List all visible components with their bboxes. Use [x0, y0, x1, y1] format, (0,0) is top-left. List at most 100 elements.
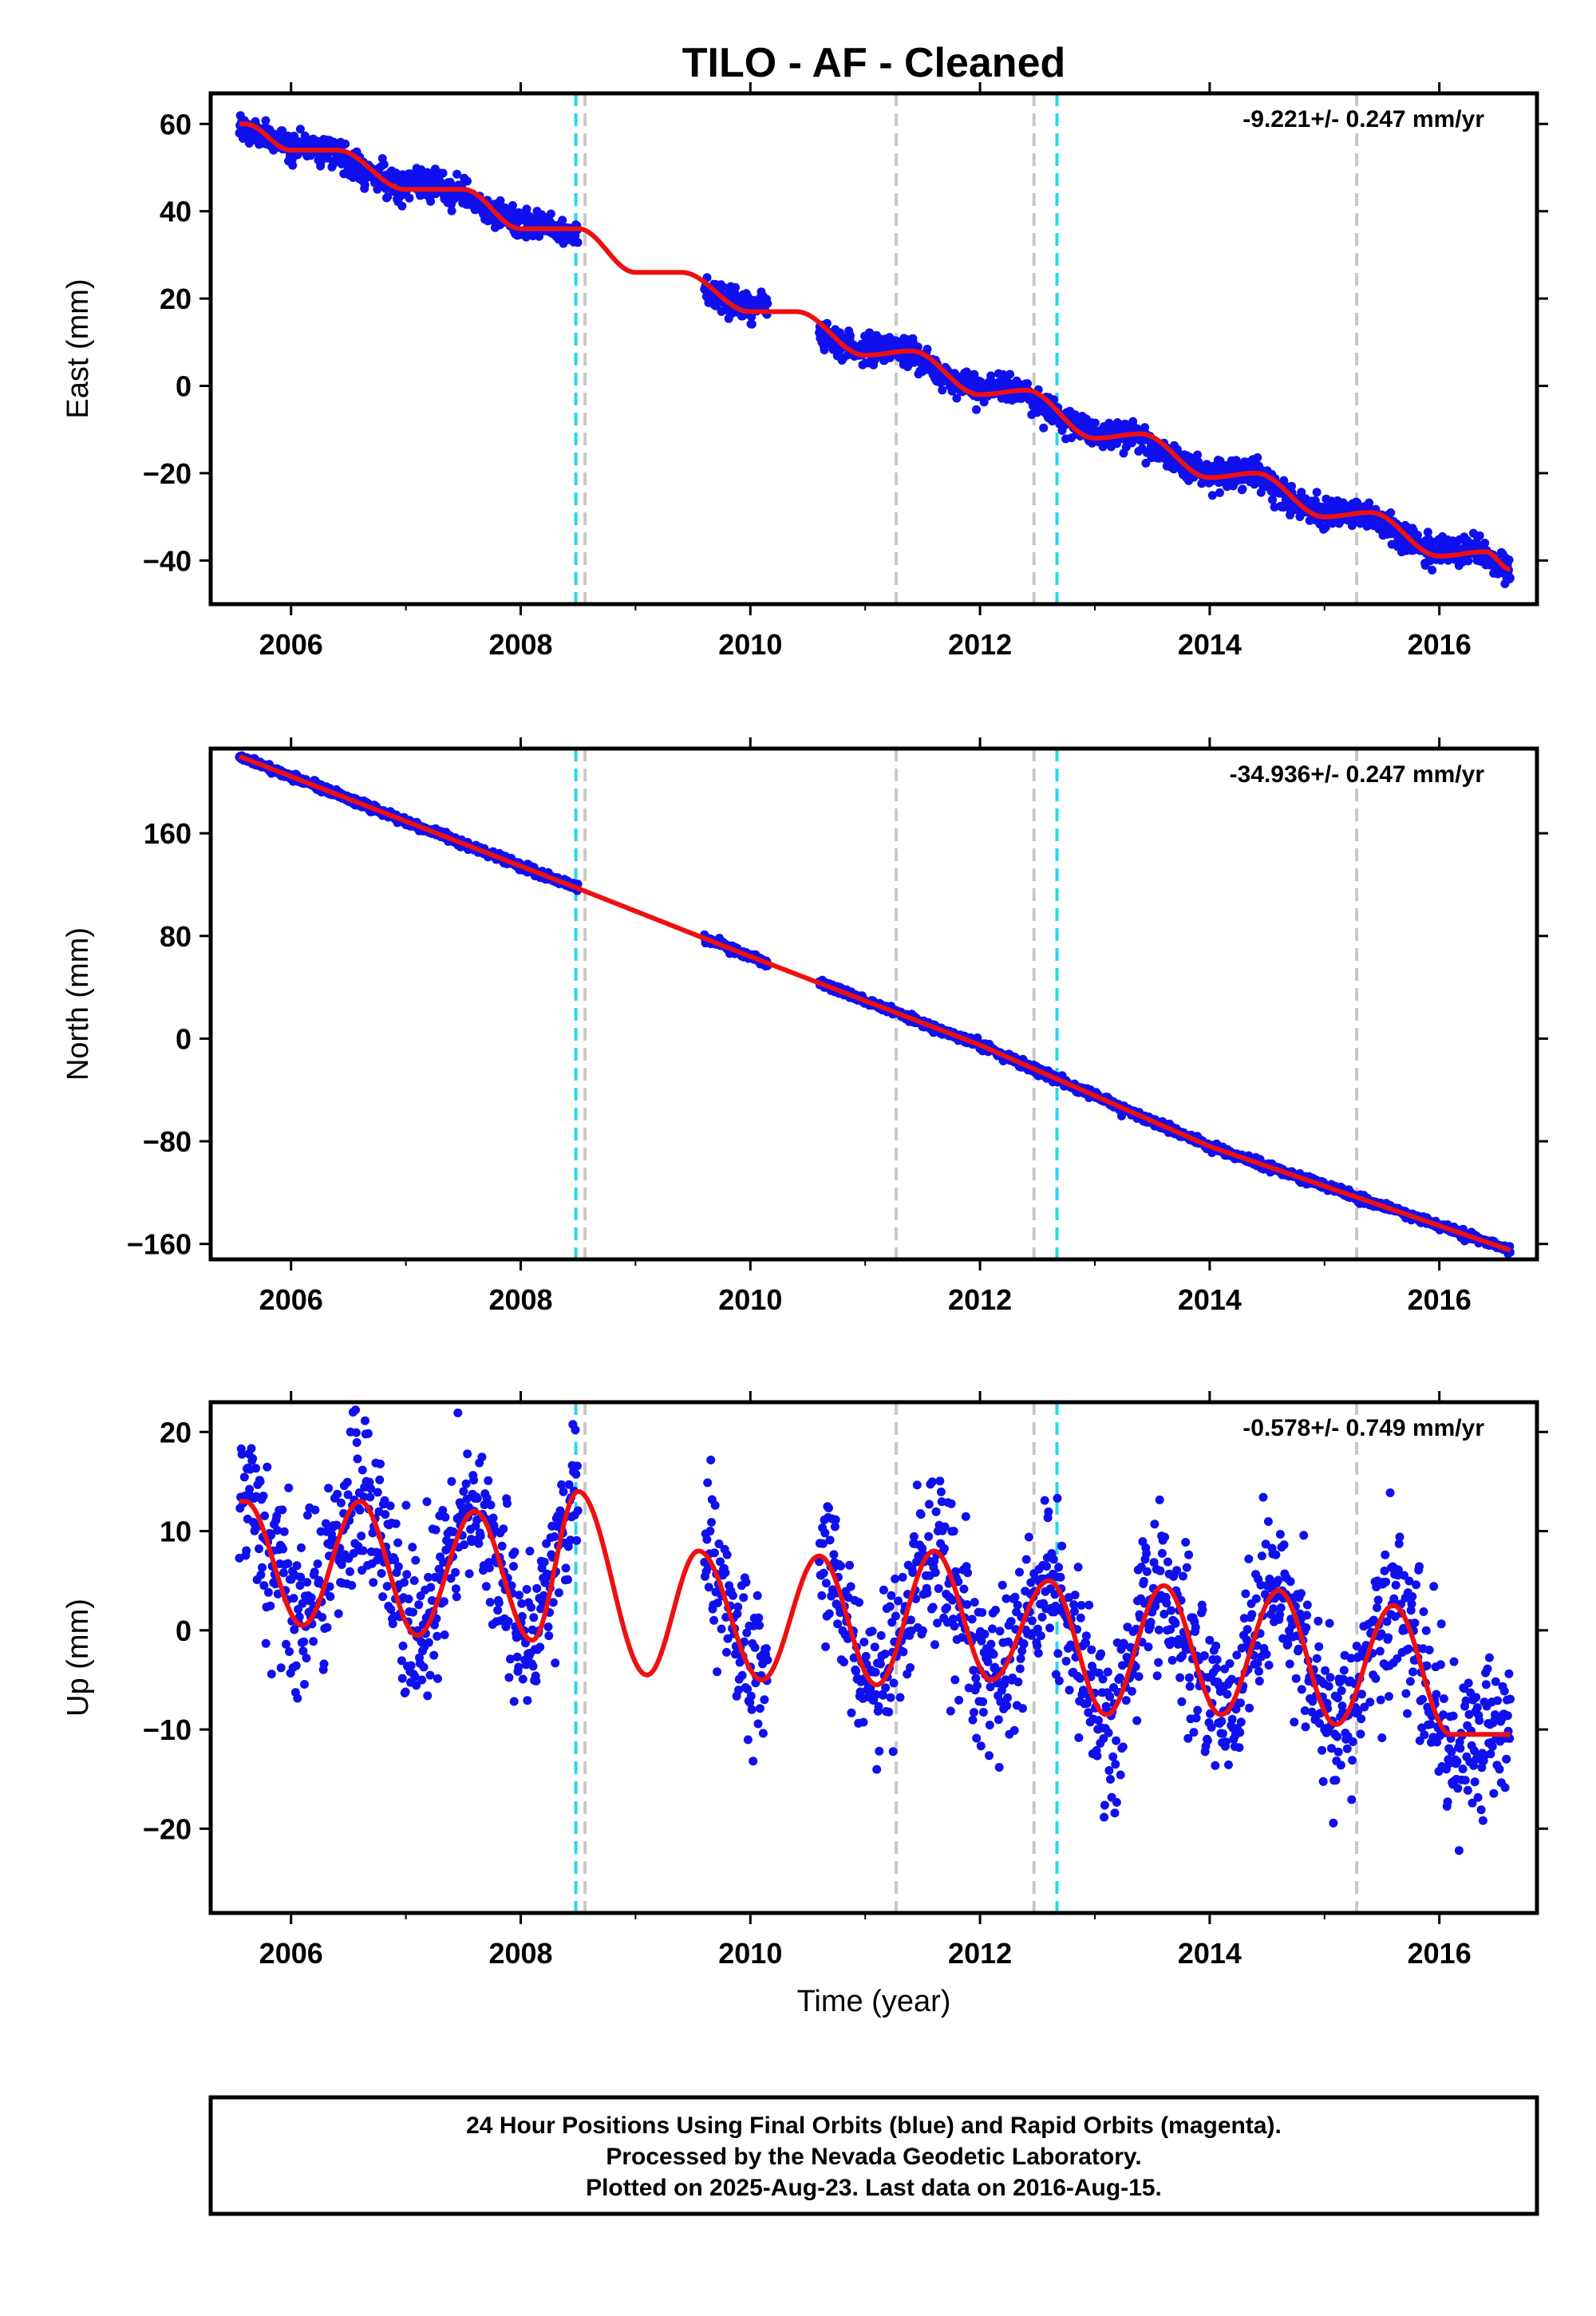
data-point [326, 1592, 335, 1601]
data-point [388, 1619, 397, 1629]
x-tick-label: 2008 [488, 1283, 552, 1316]
data-point [1464, 556, 1473, 566]
data-point [750, 1643, 760, 1652]
data-point [753, 1591, 762, 1600]
data-point [310, 1567, 319, 1577]
data-point [522, 1585, 531, 1594]
data-point [504, 1617, 513, 1626]
data-point [531, 1676, 541, 1686]
data-point [401, 1687, 410, 1697]
data-point [522, 204, 531, 214]
figure-title: TILO - AF - Cleaned [682, 40, 1066, 86]
data-point [722, 1647, 731, 1657]
data-point [283, 1559, 293, 1568]
data-point [258, 1563, 267, 1572]
data-point [515, 1591, 524, 1600]
data-point [503, 1499, 512, 1508]
data-point [1312, 488, 1321, 497]
data-point [509, 1562, 518, 1571]
data-point [741, 1578, 751, 1587]
data-point [238, 1388, 247, 1397]
data-point [417, 1675, 427, 1685]
data-point [299, 1637, 309, 1646]
data-point [743, 1735, 753, 1745]
data-point [279, 1544, 288, 1554]
data-point [393, 1538, 403, 1547]
x-tick-label: 2006 [259, 1283, 323, 1316]
data-point [414, 1600, 424, 1610]
data-point [285, 1647, 294, 1656]
model-group-east [237, 121, 1512, 572]
data-point [544, 1631, 554, 1641]
data-point [409, 1576, 419, 1585]
data-point [1321, 523, 1330, 532]
data-point [318, 1613, 327, 1622]
data-point [707, 1518, 716, 1527]
data-point [481, 1582, 491, 1591]
data-point [369, 1578, 378, 1587]
data-point [322, 1622, 332, 1632]
data-point [440, 1512, 450, 1522]
data-point [438, 168, 448, 178]
data-point [361, 1416, 369, 1425]
data-point [353, 1454, 362, 1464]
data-point [972, 405, 981, 414]
y-tick-label: 0 [176, 370, 192, 402]
panel-frame [208, 91, 1539, 607]
data-point [1023, 379, 1033, 389]
data-point [247, 1444, 256, 1453]
panel-east: 2006 2008 2010 2012 2014 20166040200−20−40Eas… [61, 82, 1548, 661]
data-point [546, 209, 555, 219]
data-point [242, 1546, 251, 1555]
data-point [347, 1581, 357, 1590]
data-point [263, 1587, 273, 1597]
y-tick-label: −80 [143, 1125, 192, 1158]
x-tick-label: 2006 [259, 628, 323, 661]
data-point [763, 298, 772, 308]
data-point [1215, 488, 1224, 497]
data-point [1090, 418, 1100, 428]
data-point [497, 1541, 507, 1551]
data-point [341, 139, 350, 148]
data-point [558, 215, 567, 225]
data-point [1386, 508, 1396, 517]
data-point [709, 1615, 719, 1625]
data-point [255, 1544, 263, 1554]
data-point [728, 1591, 737, 1600]
data-point [393, 1562, 403, 1571]
data-point [300, 1680, 309, 1689]
data-point [383, 192, 393, 202]
data-point [706, 1455, 716, 1464]
data-point [363, 1429, 373, 1438]
data-point [1128, 417, 1138, 426]
data-point [1238, 484, 1247, 494]
data-point [397, 1674, 407, 1683]
data-point [376, 1459, 385, 1468]
data-point [952, 393, 962, 403]
data-point [731, 283, 741, 292]
data-point [486, 1500, 496, 1510]
data-point [358, 1546, 368, 1555]
data-point [1287, 481, 1296, 491]
data-point [405, 193, 414, 203]
data-point [404, 1595, 413, 1604]
data-point [397, 201, 407, 211]
data-point [352, 1438, 361, 1447]
data-point [746, 1691, 756, 1701]
data-point [508, 201, 517, 210]
data-point [535, 1642, 545, 1652]
y-tick-label: 60 [160, 108, 192, 140]
data-point [1475, 531, 1484, 540]
x-tick-label: 2010 [718, 1283, 782, 1316]
data-point [278, 1505, 287, 1515]
data-point [1423, 528, 1432, 537]
data-point [259, 1492, 268, 1500]
data-point [702, 1535, 712, 1544]
data-point [469, 1476, 479, 1485]
data-point [342, 1477, 352, 1487]
data-point [527, 1603, 536, 1612]
data-point [288, 160, 298, 170]
data-point [400, 1578, 409, 1587]
